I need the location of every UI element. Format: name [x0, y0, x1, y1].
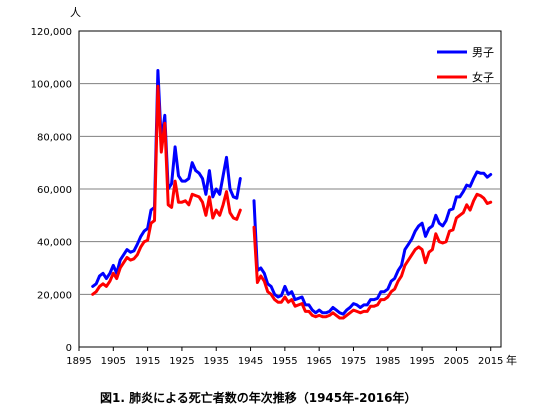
y-axis-tick-labels: 0 20,000 40,000 60,000 80,000 100,000 120,000	[31, 27, 72, 354]
x-tick-label: 1975	[341, 356, 366, 367]
y-tick-label: 100,000	[31, 80, 72, 91]
x-tick-label: 1935	[204, 356, 229, 367]
x-tick-label: 1925	[169, 356, 194, 367]
legend: 男子 女子	[437, 46, 494, 84]
series-layer	[91, 69, 493, 320]
series-line-male-segment-2	[252, 170, 493, 316]
legend-label-female: 女子	[472, 70, 494, 84]
x-tick-label: 1965	[306, 356, 331, 367]
x-tick-label: 1895	[66, 356, 91, 367]
x-tick-label: 1945	[238, 356, 263, 367]
y-tick-label: 0	[66, 343, 72, 354]
x-tick-label: 1955	[272, 356, 297, 367]
x-tick-label: 2015	[478, 356, 503, 367]
chart-caption: 図1. 肺炎による死亡者数の年次推移（1945年-2016年）	[100, 390, 417, 405]
x-axis-tick-labels: 1895 1905 1915 1925 1935 1945 1955 1965 1975 1985…	[66, 347, 503, 367]
x-axis-unit-label: 年	[506, 353, 517, 367]
series-line-female-segment-1	[91, 84, 242, 296]
y-tick-label: 20,000	[37, 290, 72, 301]
gridlines	[79, 83, 501, 295]
y-tick-label: 80,000	[37, 132, 72, 143]
y-tick-label: 120,000	[31, 27, 72, 38]
x-tick-label: 1915	[135, 356, 160, 367]
x-tick-label: 2005	[444, 356, 469, 367]
x-tick-label: 1905	[101, 356, 126, 367]
y-tick-label: 60,000	[37, 185, 72, 196]
legend-label-male: 男子	[472, 46, 494, 59]
y-axis-unit-label: 人	[70, 6, 81, 19]
x-tick-label: 1995	[409, 356, 434, 367]
series-line-female-segment-2	[252, 192, 493, 320]
x-tick-label: 1985	[375, 356, 400, 367]
y-tick-label: 40,000	[37, 238, 72, 249]
